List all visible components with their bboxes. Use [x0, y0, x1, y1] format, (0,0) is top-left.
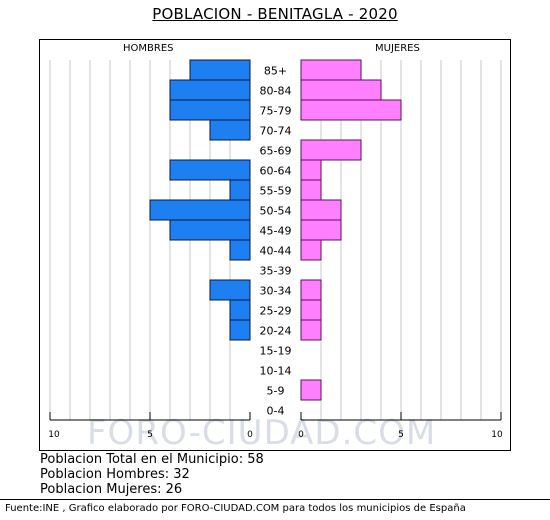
- women-population: Poblacion Mujeres: 26: [40, 482, 183, 497]
- x-tick-label: 5: [147, 430, 153, 440]
- age-label: 80-84: [260, 85, 292, 98]
- bar-men-75-79: [169, 99, 251, 121]
- bar-women-85+: [300, 59, 362, 81]
- women-label: MUJERES: [375, 43, 420, 54]
- x-tick-label: 0: [298, 430, 304, 440]
- bar-women-60-64: [300, 159, 322, 181]
- age-label: 40-44: [260, 245, 292, 258]
- age-label: 45-49: [260, 225, 292, 238]
- bar-men-20-24: [229, 319, 251, 341]
- total-population: Poblacion Total en el Municipio: 58: [40, 452, 264, 467]
- bar-women-40-44: [300, 239, 322, 261]
- age-label: 15-19: [260, 345, 292, 358]
- bar-men-30-34: [209, 279, 251, 301]
- age-label: 35-39: [260, 265, 292, 278]
- age-label: 55-59: [260, 185, 292, 198]
- bar-men-80-84: [169, 79, 251, 101]
- age-label: 85+: [264, 65, 287, 78]
- bar-women-25-29: [300, 299, 322, 321]
- bar-men-70-74: [209, 119, 251, 141]
- bar-women-30-34: [300, 279, 322, 301]
- x-tick-label: 10: [491, 430, 503, 440]
- footer-divider: [0, 499, 550, 500]
- bar-men-55-59: [229, 179, 251, 201]
- bar-men-50-54: [149, 199, 251, 221]
- age-label: 25-29: [260, 305, 292, 318]
- bar-women-80-84: [300, 79, 382, 101]
- age-label: 75-79: [260, 105, 292, 118]
- age-label: 5-9: [267, 385, 285, 398]
- bar-men-40-44: [229, 239, 251, 261]
- bar-women-75-79: [300, 99, 402, 121]
- age-label: 10-14: [260, 365, 292, 378]
- age-label: 65-69: [260, 145, 292, 158]
- bar-men-60-64: [169, 159, 251, 181]
- age-label: 0-4: [267, 405, 285, 418]
- age-label: 20-24: [260, 325, 292, 338]
- x-tick-label: 10: [48, 430, 60, 440]
- men-label: HOMBRES: [123, 43, 174, 54]
- age-label: 60-64: [260, 165, 292, 178]
- bar-men-45-49: [169, 219, 251, 241]
- age-label: 70-74: [260, 125, 292, 138]
- x-tick-label: 5: [398, 430, 404, 440]
- bar-women-45-49: [300, 219, 342, 241]
- x-tick-label: 0: [247, 430, 253, 440]
- bar-men-85+: [189, 59, 251, 81]
- bar-women-20-24: [300, 319, 322, 341]
- bar-women-65-69: [300, 139, 362, 161]
- bar-women-55-59: [300, 179, 322, 201]
- chart-title: POBLACION - BENITAGLA - 2020: [152, 5, 398, 23]
- bar-men-25-29: [229, 299, 251, 321]
- age-label: 30-34: [260, 285, 292, 298]
- source-footer: Fuente:INE , Grafico elaborado por FORO-…: [5, 503, 466, 514]
- bar-women-5-9: [300, 379, 322, 401]
- men-population: Poblacion Hombres: 32: [40, 467, 190, 482]
- bar-women-50-54: [300, 199, 342, 221]
- age-label: 50-54: [260, 205, 292, 218]
- chart-frame: [39, 39, 511, 451]
